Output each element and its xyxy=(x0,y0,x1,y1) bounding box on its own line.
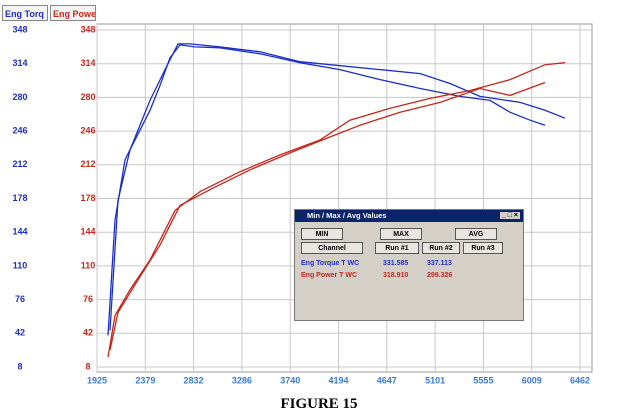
window-controls[interactable]: _ □ × xyxy=(499,212,520,219)
x-tick-label: 5555 xyxy=(473,375,493,385)
series-line xyxy=(107,44,546,336)
x-tick-label: 6009 xyxy=(522,375,542,385)
y2-tick-label: 110 xyxy=(81,260,96,270)
series-line xyxy=(107,62,566,358)
cell: 337.113 xyxy=(427,260,452,267)
y-tick-label: 42 xyxy=(15,328,25,338)
header[interactable]: Run #3 xyxy=(463,242,503,254)
y2-tick-label: 144 xyxy=(80,227,95,237)
cell: 299.326 xyxy=(427,272,453,279)
header[interactable]: Run #1 xyxy=(375,242,419,254)
y2-tick-label: 246 xyxy=(80,125,95,135)
x-tick-label: 2832 xyxy=(184,375,204,385)
y-tick-label: 110 xyxy=(13,260,28,270)
x-tick-label: 4194 xyxy=(329,375,349,385)
row-label: Eng Torque T WC xyxy=(301,260,360,267)
dialog-title: Min / Max / Avg Values xyxy=(295,210,523,222)
y2-tick-label: 348 xyxy=(80,24,95,34)
row-label: Eng Power T WC xyxy=(301,272,357,279)
y2-tick-label: 76 xyxy=(83,294,93,304)
chart: 8 42 76 110 144 178 212 246 280 314 348 8 42 76 110 144… xyxy=(12,23,593,385)
min-button[interactable]: MIN xyxy=(301,228,343,240)
y2-tick-label: 212 xyxy=(80,159,95,169)
cell: 318.910 xyxy=(383,272,409,279)
y2-tick-label: 280 xyxy=(80,92,95,102)
caption: FIGURE 15 xyxy=(280,396,358,412)
x-tick-label: 6462 xyxy=(570,375,590,385)
x-tick-label: 2379 xyxy=(135,375,155,385)
y2-tick-label: 42 xyxy=(83,328,93,338)
y-tick-label: 212 xyxy=(12,159,27,169)
y2-tick-label: 178 xyxy=(80,193,95,203)
header[interactable]: Channel xyxy=(301,242,363,254)
x-tick-label: 3740 xyxy=(280,375,300,385)
y-tick-label: 76 xyxy=(15,294,25,304)
x-tick-label: 3286 xyxy=(232,375,252,385)
tab[interactable]: Eng Powe xyxy=(50,5,96,21)
avg-button[interactable]: AVG xyxy=(455,228,497,240)
series-line xyxy=(109,43,566,331)
y-tick-label: 8 xyxy=(17,361,22,371)
y2-tick-label: 8 xyxy=(85,361,90,371)
header[interactable]: Run #2 xyxy=(422,242,460,254)
max-button[interactable]: MAX xyxy=(380,228,422,240)
y2-tick-label: 314 xyxy=(80,58,95,68)
y-tick-label: 144 xyxy=(12,227,27,237)
cell: 331.585 xyxy=(383,260,409,267)
x-tick-label: 5101 xyxy=(425,375,445,385)
x-tick-label: 1925 xyxy=(87,375,107,385)
tab[interactable]: Eng Torq xyxy=(2,5,48,21)
y-tick-label: 348 xyxy=(12,24,27,34)
series-line xyxy=(109,81,546,351)
y-tick-label: 178 xyxy=(12,193,27,203)
y-tick-label: 280 xyxy=(12,92,27,102)
y-tick-label: 314 xyxy=(12,58,27,68)
x-tick-label: 4647 xyxy=(377,375,397,385)
dialog: Min / Max / Avg Values _ □ × MIN MAX AVG… xyxy=(294,209,524,321)
y-tick-label: 246 xyxy=(12,125,27,135)
